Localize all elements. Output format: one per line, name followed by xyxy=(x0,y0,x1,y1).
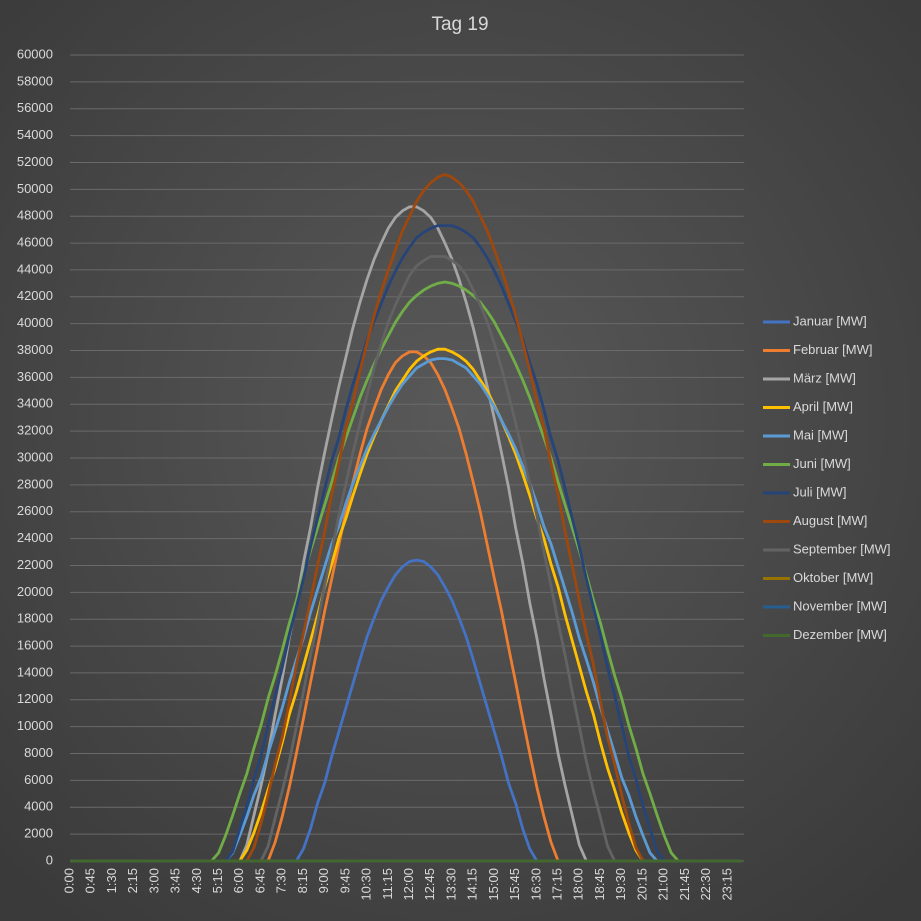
y-tick-label: 34000 xyxy=(17,396,53,411)
y-tick-label: 44000 xyxy=(17,261,53,276)
y-tick-label: 12000 xyxy=(17,691,53,706)
x-tick-label: 9:00 xyxy=(316,868,331,893)
legend-label: Februar [MW] xyxy=(793,342,872,357)
x-tick-label: 16:30 xyxy=(528,868,543,901)
x-tick-label: 9:45 xyxy=(337,868,352,893)
x-tick-label: 20:15 xyxy=(634,868,649,901)
legend-label: Oktober [MW] xyxy=(793,570,873,585)
legend-label: Juli [MW] xyxy=(793,484,846,499)
x-tick-label: 10:30 xyxy=(359,868,374,901)
y-tick-label: 10000 xyxy=(17,718,53,733)
x-tick-label: 18:00 xyxy=(571,868,586,901)
x-tick-label: 19:30 xyxy=(613,868,628,901)
y-tick-label: 48000 xyxy=(17,208,53,223)
y-tick-label: 40000 xyxy=(17,315,53,330)
y-tick-label: 30000 xyxy=(17,449,53,464)
x-tick-label: 17:15 xyxy=(550,868,565,901)
x-tick-label: 7:30 xyxy=(274,868,289,893)
x-tick-label: 0:45 xyxy=(83,868,98,893)
x-tick-label: 23:15 xyxy=(719,868,734,901)
legend-label: August [MW] xyxy=(793,513,867,528)
y-tick-label: 22000 xyxy=(17,557,53,572)
y-tick-label: 36000 xyxy=(17,369,53,384)
x-tick-label: 11:15 xyxy=(380,868,395,900)
x-tick-label: 21:00 xyxy=(656,868,671,901)
y-tick-label: 38000 xyxy=(17,342,53,357)
y-tick-label: 26000 xyxy=(17,503,53,518)
y-tick-label: 56000 xyxy=(17,100,53,115)
y-tick-label: 24000 xyxy=(17,530,53,545)
chart-title: Tag 19 xyxy=(431,14,488,35)
x-tick-label: 8:15 xyxy=(295,868,310,893)
x-tick-label: 12:45 xyxy=(422,868,437,901)
x-tick-label: 14:15 xyxy=(465,868,480,901)
y-tick-label: 14000 xyxy=(17,664,53,679)
y-tick-label: 16000 xyxy=(17,638,53,653)
y-tick-label: 2000 xyxy=(24,826,53,841)
legend-label: Mai [MW] xyxy=(793,427,848,442)
y-tick-label: 54000 xyxy=(17,127,53,142)
legend-label: April [MW] xyxy=(793,399,853,414)
x-tick-label: 6:00 xyxy=(231,868,246,893)
x-tick-label: 3:00 xyxy=(146,868,161,893)
legend-label: September [MW] xyxy=(793,541,891,556)
y-tick-label: 42000 xyxy=(17,288,53,303)
y-tick-label: 18000 xyxy=(17,611,53,626)
y-tick-label: 20000 xyxy=(17,584,53,599)
legend-label: Dezember [MW] xyxy=(793,627,887,642)
legend-label: Januar [MW] xyxy=(793,313,867,328)
x-tick-label: 4:30 xyxy=(189,868,204,893)
x-tick-label: 3:45 xyxy=(168,868,183,893)
x-tick-label: 5:15 xyxy=(210,868,225,893)
x-tick-label: 1:30 xyxy=(104,868,119,893)
x-tick-label: 15:45 xyxy=(507,868,522,901)
y-tick-label: 32000 xyxy=(17,423,53,438)
y-tick-label: 60000 xyxy=(17,46,53,61)
x-tick-label: 12:00 xyxy=(401,868,416,901)
y-tick-label: 46000 xyxy=(17,235,53,250)
x-tick-label: 18:45 xyxy=(592,868,607,901)
x-tick-label: 2:15 xyxy=(125,868,140,893)
legend-label: März [MW] xyxy=(793,370,856,385)
y-tick-label: 0 xyxy=(46,852,53,867)
y-tick-label: 6000 xyxy=(24,772,53,787)
legend-label: Juni [MW] xyxy=(793,456,851,471)
x-tick-label: 13:30 xyxy=(443,868,458,901)
legend-label: November [MW] xyxy=(793,598,887,613)
x-tick-label: 21:45 xyxy=(677,868,692,901)
y-tick-label: 50000 xyxy=(17,181,53,196)
y-tick-label: 28000 xyxy=(17,476,53,491)
y-tick-label: 58000 xyxy=(17,73,53,88)
y-tick-label: 52000 xyxy=(17,154,53,169)
x-tick-label: 0:00 xyxy=(61,868,76,893)
x-tick-label: 22:30 xyxy=(698,868,713,901)
y-tick-label: 8000 xyxy=(24,745,53,760)
x-tick-label: 15:00 xyxy=(486,868,501,901)
x-tick-label: 6:45 xyxy=(252,868,267,893)
y-tick-label: 4000 xyxy=(24,799,53,814)
